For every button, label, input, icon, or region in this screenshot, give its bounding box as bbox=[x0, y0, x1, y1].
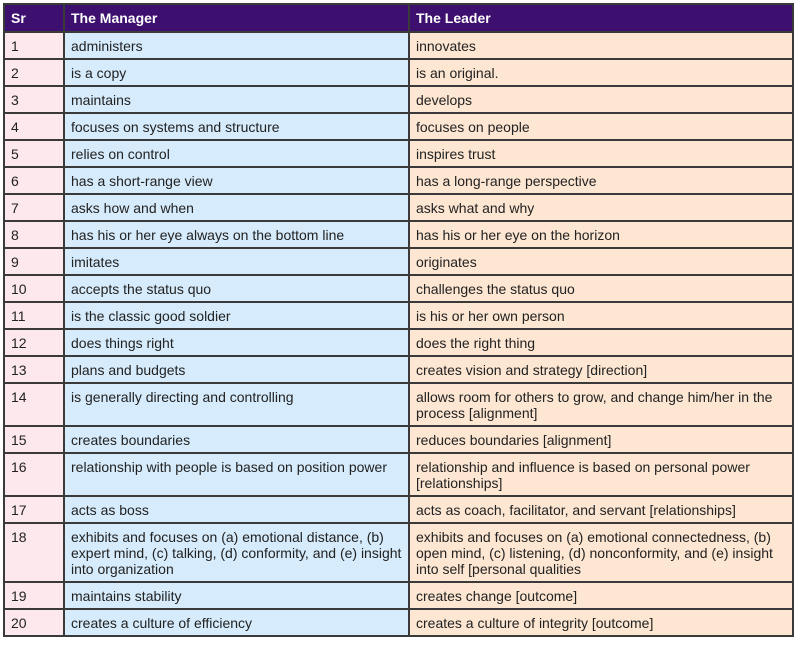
table-row: 13 plans and budgets creates vision and st… bbox=[3, 355, 794, 384]
leader-cell: develops bbox=[408, 85, 794, 114]
row-number: 14 bbox=[3, 382, 65, 427]
leader-cell: innovates bbox=[408, 31, 794, 60]
row-number: 15 bbox=[3, 425, 65, 454]
leader-cell: is his or her own person bbox=[408, 301, 794, 330]
manager-cell: relationship with people is based on pos… bbox=[63, 452, 410, 497]
table-row: 15 creates boundaries reduces boundaries [… bbox=[3, 425, 794, 454]
table-row: 14 is generally directing and controlling… bbox=[3, 382, 794, 427]
table-row: 19 maintains stability creates change [out… bbox=[3, 581, 794, 610]
table-row: 5 relies on control inspires trust bbox=[3, 139, 794, 168]
manager-cell: creates boundaries bbox=[63, 425, 410, 454]
row-number: 20 bbox=[3, 608, 65, 637]
row-number: 6 bbox=[3, 166, 65, 195]
table-row: 3 maintains develops bbox=[3, 85, 794, 114]
manager-cell: relies on control bbox=[63, 139, 410, 168]
table-row: 2 is a copy is an original. bbox=[3, 58, 794, 87]
table-row: 16 relationship with people is based on p… bbox=[3, 452, 794, 497]
leader-cell: challenges the status quo bbox=[408, 274, 794, 303]
manager-vs-leader-table: Sr The Manager The Leader 1 administers in… bbox=[3, 3, 794, 637]
row-number: 7 bbox=[3, 193, 65, 222]
table-row: 12 does things right does the right thing bbox=[3, 328, 794, 357]
leader-cell: does the right thing bbox=[408, 328, 794, 357]
row-number: 5 bbox=[3, 139, 65, 168]
row-number: 3 bbox=[3, 85, 65, 114]
table-row: 7 asks how and when asks what and why bbox=[3, 193, 794, 222]
leader-cell: creates change [outcome] bbox=[408, 581, 794, 610]
manager-cell: asks how and when bbox=[63, 193, 410, 222]
manager-cell: exhibits and focuses on (a) emotional di… bbox=[63, 522, 410, 583]
row-number: 17 bbox=[3, 495, 65, 524]
row-number: 4 bbox=[3, 112, 65, 141]
leader-cell: asks what and why bbox=[408, 193, 794, 222]
row-number: 18 bbox=[3, 522, 65, 583]
table-row: 8 has his or her eye always on the bottom… bbox=[3, 220, 794, 249]
row-number: 2 bbox=[3, 58, 65, 87]
leader-cell: focuses on people bbox=[408, 112, 794, 141]
leader-cell: has his or her eye on the horizon bbox=[408, 220, 794, 249]
manager-cell: creates a culture of efficiency bbox=[63, 608, 410, 637]
manager-cell: imitates bbox=[63, 247, 410, 276]
leader-cell: inspires trust bbox=[408, 139, 794, 168]
row-number: 13 bbox=[3, 355, 65, 384]
manager-cell: plans and budgets bbox=[63, 355, 410, 384]
manager-cell: has a short-range view bbox=[63, 166, 410, 195]
table-row: 10 accepts the status quo challenges the s… bbox=[3, 274, 794, 303]
leader-cell: acts as coach, facilitator, and servant … bbox=[408, 495, 794, 524]
manager-cell: maintains bbox=[63, 85, 410, 114]
row-number: 12 bbox=[3, 328, 65, 357]
header-row: Sr The Manager The Leader bbox=[3, 3, 794, 33]
table-row: 18 exhibits and focuses on (a) emotional … bbox=[3, 522, 794, 583]
table-row: 1 administers innovates bbox=[3, 31, 794, 60]
manager-cell: focuses on systems and structure bbox=[63, 112, 410, 141]
row-number: 1 bbox=[3, 31, 65, 60]
table-row: 20 creates a culture of efficiency creates… bbox=[3, 608, 794, 637]
manager-cell: is the classic good soldier bbox=[63, 301, 410, 330]
table-row: 6 has a short-range view has a long-range … bbox=[3, 166, 794, 195]
leader-cell: creates a culture of integrity [outcome] bbox=[408, 608, 794, 637]
leader-cell: originates bbox=[408, 247, 794, 276]
row-number: 8 bbox=[3, 220, 65, 249]
leader-cell: exhibits and focuses on (a) emotional co… bbox=[408, 522, 794, 583]
manager-cell: is generally directing and controlling bbox=[63, 382, 410, 427]
manager-cell: acts as boss bbox=[63, 495, 410, 524]
leader-cell: is an original. bbox=[408, 58, 794, 87]
row-number: 11 bbox=[3, 301, 65, 330]
table-row: 11 is the classic good soldier is his or h… bbox=[3, 301, 794, 330]
leader-cell: has a long-range perspective bbox=[408, 166, 794, 195]
header-leader: The Leader bbox=[408, 3, 794, 33]
manager-cell: has his or her eye always on the bottom … bbox=[63, 220, 410, 249]
table-row: 9 imitates originates bbox=[3, 247, 794, 276]
table-body: 1 administers innovates 2 is a copy is an ori… bbox=[3, 31, 794, 637]
table-row: 4 focuses on systems and structure focuses… bbox=[3, 112, 794, 141]
header-manager: The Manager bbox=[63, 3, 410, 33]
leader-cell: reduces boundaries [alignment] bbox=[408, 425, 794, 454]
leader-cell: creates vision and strategy [direction] bbox=[408, 355, 794, 384]
table-header: Sr The Manager The Leader bbox=[3, 3, 794, 33]
table-row: 17 acts as boss acts as coach, facilitator… bbox=[3, 495, 794, 524]
manager-cell: maintains stability bbox=[63, 581, 410, 610]
manager-cell: administers bbox=[63, 31, 410, 60]
row-number: 16 bbox=[3, 452, 65, 497]
row-number: 19 bbox=[3, 581, 65, 610]
header-sr: Sr bbox=[3, 3, 65, 33]
manager-cell: accepts the status quo bbox=[63, 274, 410, 303]
manager-cell: is a copy bbox=[63, 58, 410, 87]
row-number: 10 bbox=[3, 274, 65, 303]
leader-cell: allows room for others to grow, and chan… bbox=[408, 382, 794, 427]
row-number: 9 bbox=[3, 247, 65, 276]
leader-cell: relationship and influence is based on p… bbox=[408, 452, 794, 497]
manager-cell: does things right bbox=[63, 328, 410, 357]
